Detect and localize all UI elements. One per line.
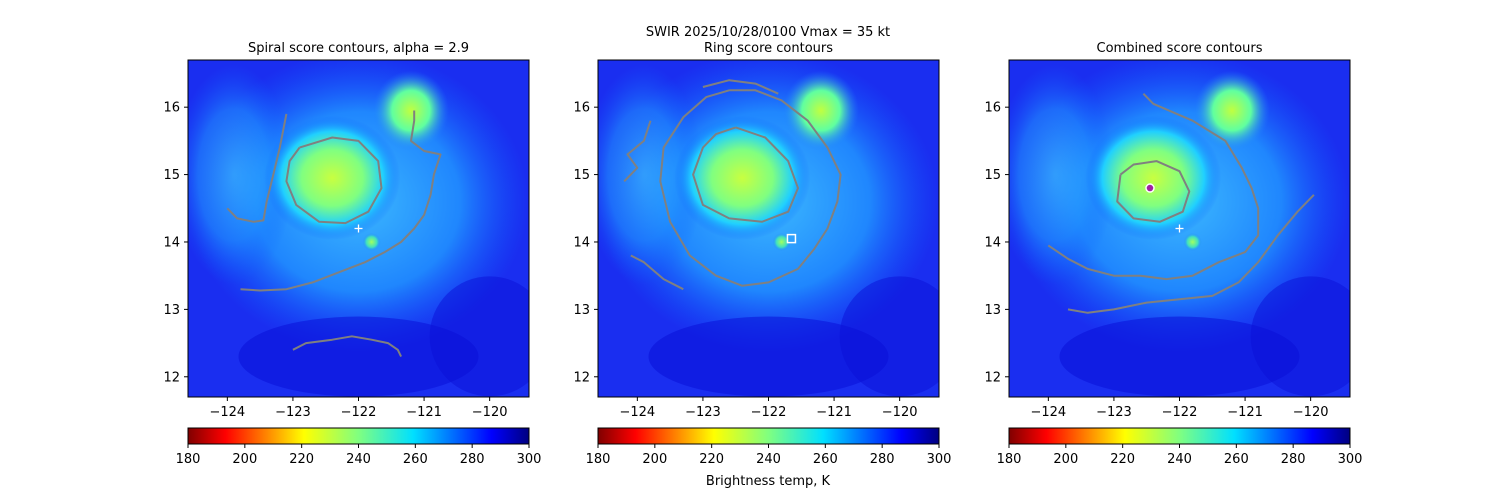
combined-center-marker bbox=[1145, 183, 1155, 193]
colorbar-ramp bbox=[597, 427, 940, 445]
y-tick-label: 12 bbox=[984, 370, 1001, 385]
y-tick-label: 15 bbox=[163, 168, 180, 183]
contour-line bbox=[1067, 194, 1315, 314]
x-tick-label: −120 bbox=[882, 405, 918, 420]
y-tick-label: 13 bbox=[163, 303, 180, 318]
y-tick-label: 15 bbox=[984, 168, 1001, 183]
x-tick-label: −121 bbox=[406, 405, 442, 420]
colorbar-ramp bbox=[1008, 427, 1351, 445]
contour-line bbox=[623, 120, 652, 182]
colorbar-tick-label: 260 bbox=[403, 452, 428, 467]
y-tick-label: 14 bbox=[163, 235, 180, 250]
x-tick-label: −120 bbox=[1293, 405, 1329, 420]
contour-line bbox=[630, 254, 684, 291]
y-tick-label: 16 bbox=[984, 101, 1001, 116]
x-tick-label: −123 bbox=[1096, 405, 1132, 420]
colorbar-tick-label: 180 bbox=[586, 452, 611, 467]
colorbar-tick-label: 240 bbox=[346, 452, 371, 467]
y-tick-label: 13 bbox=[573, 303, 590, 318]
colorbar-tick-label: 240 bbox=[1167, 452, 1192, 467]
colorbar-tick-label: 220 bbox=[1110, 452, 1135, 467]
x-tick-label: −123 bbox=[275, 405, 311, 420]
ir-image bbox=[188, 60, 529, 397]
colorbar-tick-label: 300 bbox=[517, 452, 542, 467]
ir-image bbox=[598, 60, 939, 397]
colorbar-tick-label: 180 bbox=[997, 452, 1022, 467]
panel-title: Ring score contours bbox=[704, 41, 833, 56]
figure-suptitle: SWIR 2025/10/28/0100 Vmax = 35 kt bbox=[646, 25, 890, 40]
x-tick-label: −122 bbox=[341, 405, 377, 420]
x-tick-label: −123 bbox=[685, 405, 721, 420]
x-tick-label: −121 bbox=[1227, 405, 1263, 420]
contour-line bbox=[226, 113, 288, 223]
colorbar-ramp bbox=[187, 427, 530, 445]
colorbar-tick-label: 260 bbox=[813, 452, 838, 467]
contour-line bbox=[240, 110, 442, 292]
colorbar-tick-label: 280 bbox=[1281, 452, 1306, 467]
colorbar-tick-label: 260 bbox=[1224, 452, 1249, 467]
x-tick-label: −122 bbox=[1162, 405, 1198, 420]
colorbar-tick-label: 200 bbox=[232, 452, 257, 467]
colorbar-tick-label: 220 bbox=[699, 452, 724, 467]
contour-line bbox=[1116, 160, 1191, 223]
colorbar-tick-label: 220 bbox=[289, 452, 314, 467]
x-tick-label: −121 bbox=[816, 405, 852, 420]
x-tick-label: −122 bbox=[751, 405, 787, 420]
contour-line bbox=[292, 335, 402, 358]
y-tick-label: 12 bbox=[163, 370, 180, 385]
y-tick-label: 14 bbox=[573, 235, 590, 250]
y-tick-label: 12 bbox=[573, 370, 590, 385]
x-tick-label: −120 bbox=[472, 405, 508, 420]
ir-image bbox=[1009, 60, 1350, 397]
x-tick-label: −124 bbox=[1030, 405, 1066, 420]
contour-line bbox=[285, 136, 383, 225]
center-plus-marker bbox=[354, 224, 363, 233]
colorbar-label: Brightness temp, K bbox=[706, 474, 831, 489]
contour-line bbox=[692, 126, 799, 223]
y-tick-label: 15 bbox=[573, 168, 590, 183]
colorbar-tick-label: 300 bbox=[927, 452, 952, 467]
y-tick-label: 14 bbox=[984, 235, 1001, 250]
center-plus-marker bbox=[1175, 224, 1184, 233]
y-tick-label: 13 bbox=[984, 303, 1001, 318]
contour-line bbox=[1047, 92, 1260, 281]
colorbar-tick-label: 280 bbox=[460, 452, 485, 467]
colorbar: 180 200 220 240 260 280 300 bbox=[176, 427, 542, 467]
colorbar: 180 200 220 240 260 280 300 bbox=[997, 427, 1363, 467]
panel-title: Spiral score contours, alpha = 2.9 bbox=[248, 41, 469, 56]
x-tick-label: −124 bbox=[209, 405, 245, 420]
panels: Spiral score contours, alpha = 2.9 −124 −1… bbox=[163, 41, 1363, 467]
colorbar-tick-label: 300 bbox=[1338, 452, 1363, 467]
ring-center-marker bbox=[786, 233, 797, 244]
contour-line bbox=[659, 89, 842, 287]
panel-title: Combined score contours bbox=[1097, 41, 1263, 56]
colorbar-tick-label: 180 bbox=[176, 452, 201, 467]
contour-line bbox=[702, 79, 779, 95]
x-tick-label: −124 bbox=[619, 405, 655, 420]
y-tick-label: 16 bbox=[163, 101, 180, 116]
colorbar: 180 200 220 240 260 280 300 bbox=[586, 427, 952, 467]
colorbar-tick-label: 200 bbox=[642, 452, 667, 467]
colorbar-tick-label: 200 bbox=[1053, 452, 1078, 467]
colorbar-tick-label: 240 bbox=[756, 452, 781, 467]
panel-3: Combined score contours −124 −123 −122 −121 −… bbox=[984, 41, 1363, 467]
y-tick-label: 16 bbox=[573, 101, 590, 116]
colorbar-tick-label: 280 bbox=[870, 452, 895, 467]
panel-2: Ring score contours −124 −123 −122 −121 −120 1… bbox=[573, 41, 952, 467]
panel-1: Spiral score contours, alpha = 2.9 −124 −1… bbox=[163, 41, 542, 467]
